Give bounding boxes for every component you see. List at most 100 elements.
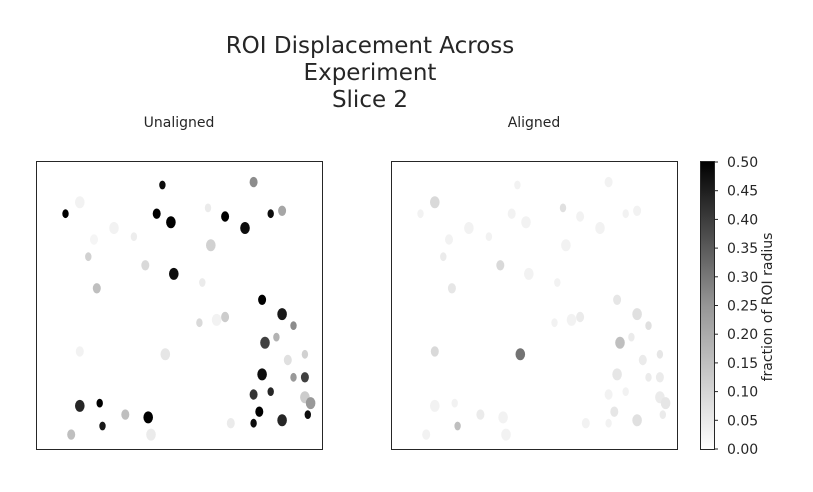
chart-title-line-3: Slice 2	[331, 87, 409, 113]
colorbar-tick-label-1: 0.05	[727, 413, 758, 429]
roi-unaligned-1	[249, 176, 258, 188]
roi-unaligned-4	[152, 208, 161, 219]
roi-aligned-9	[622, 209, 629, 219]
roi-aligned-6	[559, 203, 567, 213]
roi-unaligned-2	[75, 196, 85, 209]
roi-unaligned-24	[290, 321, 297, 330]
roi-unaligned-13	[90, 234, 98, 245]
roi-aligned-45	[451, 398, 458, 408]
roi-unaligned-36	[267, 387, 274, 396]
colorbar-label: fraction of ROI radius	[760, 233, 776, 382]
roi-aligned-22	[613, 294, 622, 305]
colorbar-tick-label-2: 0.10	[727, 385, 758, 401]
roi-unaligned-5	[166, 216, 176, 229]
roi-aligned-21	[551, 318, 558, 328]
roi-aligned-4	[507, 208, 516, 219]
roi-aligned-20	[566, 313, 577, 326]
roi-unaligned-32	[257, 368, 267, 381]
roi-aligned-25	[576, 311, 585, 323]
roi-unaligned-8	[240, 222, 250, 234]
roi-unaligned-7	[221, 211, 230, 222]
roi-aligned-13	[445, 234, 453, 245]
roi-aligned-2	[430, 196, 440, 209]
roi-unaligned-42	[250, 418, 257, 428]
roi-unaligned-37	[249, 389, 258, 400]
roi-aligned-16	[496, 260, 505, 271]
roi-unaligned-38	[305, 397, 316, 410]
roi-unaligned-3	[62, 209, 69, 219]
roi-unaligned-11	[109, 222, 119, 234]
roi-aligned-15	[440, 252, 447, 262]
roi-aligned-31	[638, 354, 647, 366]
roi-unaligned-9	[267, 209, 274, 219]
roi-unaligned-6	[204, 203, 212, 213]
roi-unaligned-22	[258, 294, 267, 305]
roi-unaligned-16	[141, 260, 150, 271]
roi-unaligned-50	[146, 428, 156, 441]
roi-aligned-10	[633, 205, 642, 216]
roi-unaligned-44	[75, 399, 85, 412]
roi-aligned-33	[645, 372, 652, 382]
roi-aligned-23	[632, 308, 642, 321]
roi-aligned-47	[498, 411, 508, 424]
roi-unaligned-26	[260, 336, 270, 349]
roi-aligned-37	[604, 389, 613, 400]
roi-unaligned-45	[96, 398, 103, 408]
roi-aligned-49	[422, 429, 431, 440]
roi-unaligned-28	[75, 346, 84, 357]
roi-aligned-24	[645, 321, 652, 330]
colorbar-tick-label-9: 0.45	[727, 184, 758, 200]
roi-unaligned-30	[301, 349, 309, 359]
roi-unaligned-29	[160, 348, 171, 361]
roi-aligned-5	[521, 216, 531, 229]
colorbar-tick-label-10: 0.50	[727, 155, 758, 171]
roi-unaligned-43	[226, 418, 235, 429]
roi-unaligned-39	[304, 410, 311, 419]
chart-title-line-2: Experiment	[303, 60, 437, 86]
panel-frame-aligned	[391, 161, 678, 450]
colorbar-ticks: 0.00 0.05 0.10 0.15 0.20 0.25 0.30 0.35 0.40 0.45…	[714, 155, 758, 458]
roi-aligned-39	[659, 410, 666, 419]
roi-unaligned-40	[255, 406, 264, 417]
roi-aligned-17	[524, 267, 534, 280]
roi-aligned-40	[610, 406, 619, 417]
roi-unaligned-34	[300, 372, 309, 383]
roi-aligned-0	[514, 180, 521, 190]
roi-aligned-46	[476, 409, 485, 420]
panel-title-unaligned: Unaligned	[143, 115, 215, 131]
roi-group-unaligned	[62, 176, 316, 441]
roi-unaligned-15	[85, 252, 92, 262]
roi-aligned-29	[515, 348, 526, 361]
roi-aligned-18	[554, 278, 561, 287]
colorbar	[700, 161, 715, 450]
colorbar-tick-label-4: 0.20	[727, 327, 758, 343]
roi-aligned-8	[595, 222, 605, 234]
roi-unaligned-48	[99, 421, 106, 431]
roi-unaligned-10	[278, 205, 287, 216]
colorbar-tick-label-8: 0.40	[727, 212, 758, 228]
roi-aligned-28	[430, 346, 439, 357]
roi-unaligned-47	[143, 411, 153, 424]
roi-aligned-3	[417, 209, 424, 219]
roi-aligned-43	[581, 418, 590, 429]
roi-unaligned-31	[283, 354, 292, 366]
roi-aligned-12	[485, 232, 493, 242]
roi-aligned-42	[605, 418, 612, 428]
roi-aligned-48	[454, 421, 461, 431]
roi-unaligned-12	[130, 232, 138, 242]
roi-group-aligned	[417, 176, 671, 441]
roi-unaligned-17	[169, 267, 179, 280]
chart-title-line-1: ROI Displacement Across	[225, 33, 515, 59]
roi-unaligned-25	[221, 311, 230, 323]
roi-aligned-34	[655, 372, 664, 383]
colorbar-tick-label-7: 0.35	[727, 241, 758, 257]
colorbar-tick-label-0: 0.00	[727, 442, 758, 458]
roi-unaligned-20	[211, 313, 222, 326]
roi-unaligned-14	[206, 239, 216, 252]
roi-unaligned-18	[199, 278, 206, 287]
colorbar-tick-label-3: 0.15	[727, 356, 758, 372]
roi-aligned-1	[604, 176, 613, 188]
roi-aligned-41	[632, 414, 642, 427]
roi-unaligned-33	[290, 372, 297, 382]
